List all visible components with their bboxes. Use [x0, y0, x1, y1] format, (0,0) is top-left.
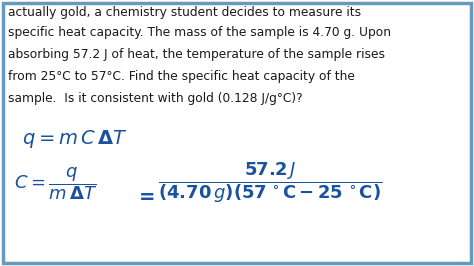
FancyBboxPatch shape [3, 3, 471, 263]
Text: $\dfrac{\mathbf{57.2\,\mathit{J}}}{\mathbf{(4.70\,\mathit{g})(57\,{^\circ}C - 25: $\dfrac{\mathbf{57.2\,\mathit{J}}}{\math… [158, 160, 383, 205]
Text: $\mathbf{\mathit{q}} = \mathbf{\mathit{m}}\,\mathbf{\mathit{C}}\,\mathbf{\Delta : $\mathbf{\mathit{q}} = \mathbf{\mathit{m… [22, 128, 128, 150]
Text: from 25°C to 57°C. Find the specific heat capacity of the: from 25°C to 57°C. Find the specific hea… [8, 70, 355, 83]
Text: $\mathbf{=}$: $\mathbf{=}$ [135, 186, 155, 205]
Text: $\mathbf{\mathit{C}} = \dfrac{\mathbf{\mathit{q}}}{\mathbf{\mathit{m}}\,\boldsym: $\mathbf{\mathit{C}} = \dfrac{\mathbf{\m… [14, 165, 97, 202]
Text: absorbing 57.2 J of heat, the temperature of the sample rises: absorbing 57.2 J of heat, the temperatur… [8, 48, 385, 61]
Text: sample.  Is it consistent with gold (0.128 J/g°C)?: sample. Is it consistent with gold (0.12… [8, 92, 302, 105]
Text: specific heat capacity. The mass of the sample is 4.70 g. Upon: specific heat capacity. The mass of the … [8, 26, 391, 39]
Text: actually gold, a chemistry student decides to measure its: actually gold, a chemistry student decid… [8, 6, 361, 19]
